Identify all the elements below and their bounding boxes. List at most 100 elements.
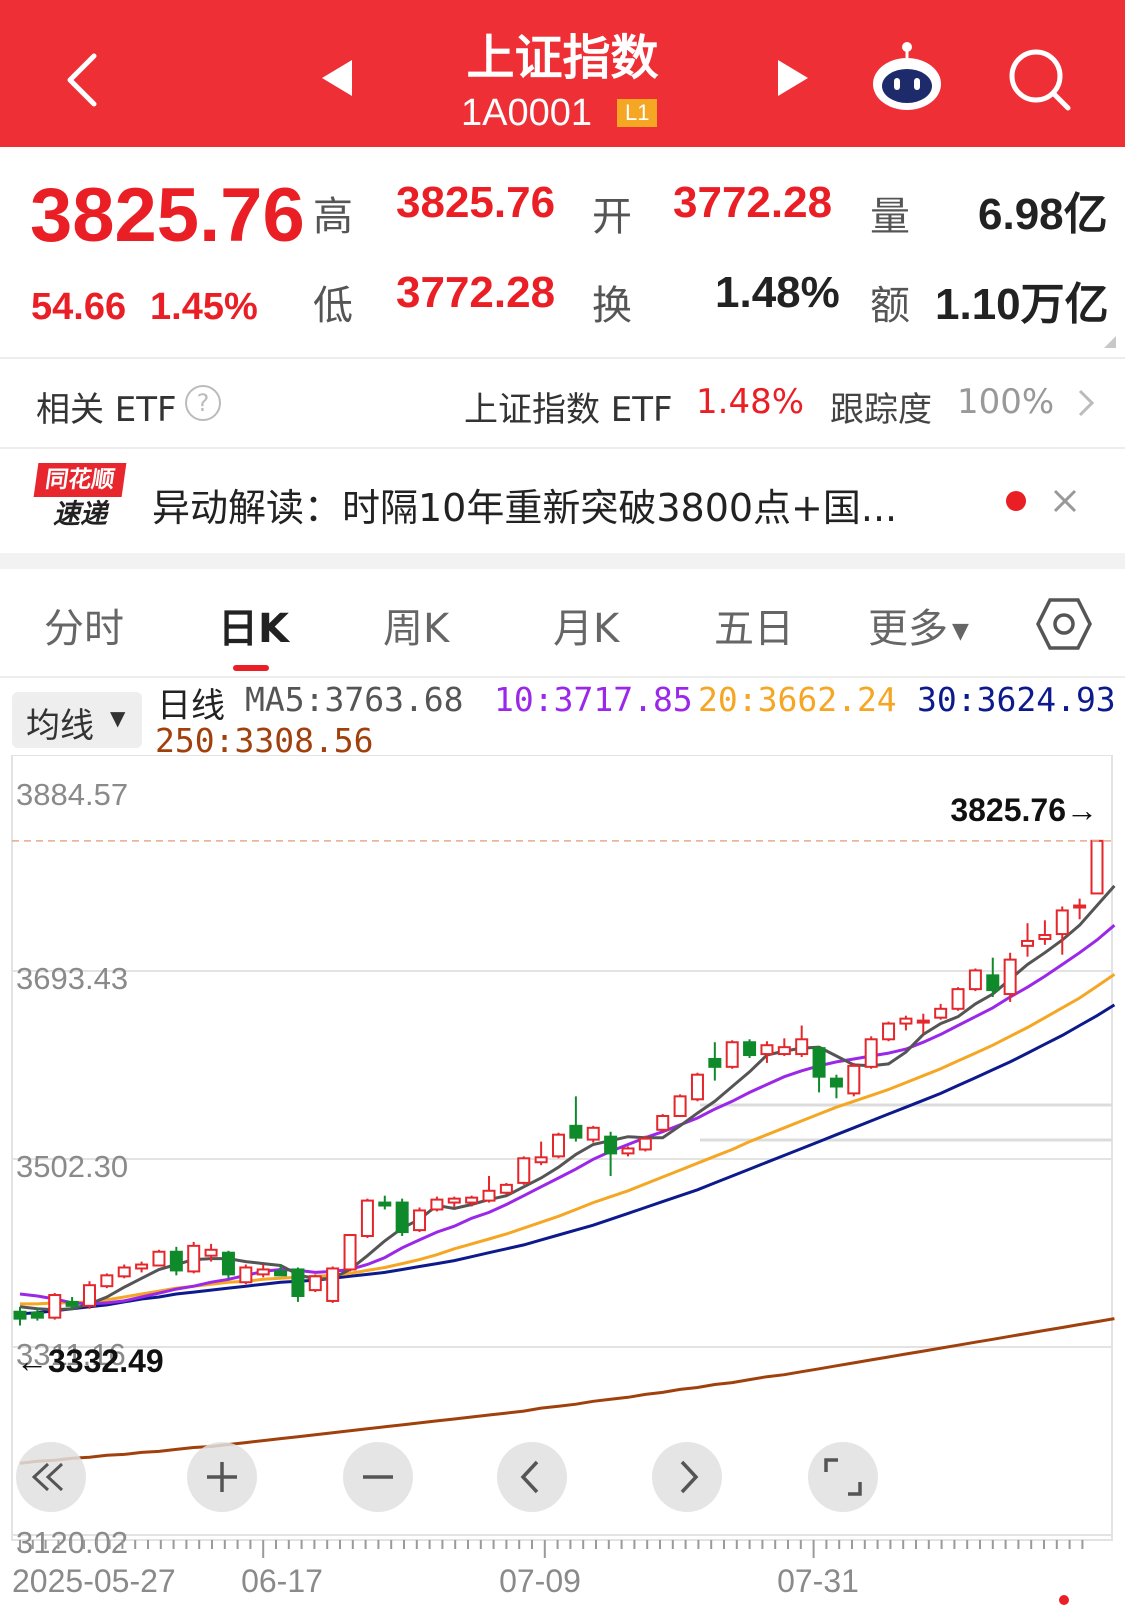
etf-label: 相关 ETF [36, 390, 177, 430]
candle-body [621, 1147, 635, 1155]
ma-row-title: 日线 [157, 686, 225, 726]
current-price: 3825.76 [30, 173, 305, 258]
etf-change-pct: 1.48% [696, 382, 805, 422]
search-icon[interactable] [1004, 44, 1076, 116]
candle-body [673, 1095, 687, 1118]
candle-body [65, 1300, 79, 1307]
robot-assistant-icon[interactable] [868, 40, 946, 116]
candle-body [708, 1057, 722, 1068]
candle-body [169, 1250, 183, 1272]
chart-frame [11, 755, 1113, 1541]
news-logo: 同花顺 速递 [33, 463, 127, 533]
ma-selector-label: 均线 [26, 706, 94, 746]
candle-body [777, 1046, 791, 1056]
last-price-label: 3825.76→ [950, 792, 1098, 828]
candle-body [395, 1201, 409, 1234]
ma10-line [19, 924, 1116, 1306]
candle-body [517, 1157, 531, 1184]
help-icon[interactable]: ? [185, 385, 221, 421]
x-tick-label: 07-09 [499, 1563, 581, 1599]
tab-weekly-k[interactable]: 周K [383, 606, 450, 652]
high-value: 3825.76 [396, 178, 556, 227]
zoom-out-button[interactable] [343, 1442, 413, 1512]
candle-body [152, 1250, 166, 1267]
candle-body [725, 1041, 739, 1068]
tab-monthly-k[interactable]: 月K [553, 606, 620, 652]
candle-body [760, 1044, 774, 1056]
divider [0, 676, 1125, 678]
scroll-right-button[interactable] [652, 1442, 722, 1512]
candle-body [378, 1201, 392, 1207]
amount-label: 额 [870, 283, 910, 329]
candle-body [30, 1311, 44, 1319]
ma-selector[interactable]: 均线 ▼ [12, 692, 142, 748]
candle-body [499, 1183, 513, 1194]
candle-body [534, 1156, 548, 1164]
scroll-left-button[interactable] [497, 1442, 567, 1512]
candle-body [117, 1266, 131, 1278]
ma250-line [19, 1317, 1115, 1465]
ma250-value: 250:3308.56 [155, 721, 374, 760]
news-headline[interactable]: 异动解读：时隔10年重新突破3800点+国... [152, 486, 898, 530]
candle-body [465, 1196, 479, 1204]
candle-body [552, 1133, 565, 1158]
x-tick-label: 06-17 [241, 1563, 323, 1599]
candle-body [656, 1115, 670, 1131]
candle-body [829, 1077, 843, 1088]
candle-body [951, 988, 965, 1010]
candle-body [1003, 958, 1017, 996]
low-marker-label: ←3332.49 [16, 1343, 164, 1379]
chevron-right-icon[interactable] [1070, 385, 1100, 421]
y-tick-label: 3693.43 [16, 961, 128, 996]
candle-body [986, 974, 1000, 992]
ma30-line [19, 1003, 1116, 1316]
x-tick-label: 07-31 [777, 1563, 859, 1599]
next-stock-icon[interactable] [772, 58, 812, 98]
candle-body [899, 1017, 913, 1025]
candlestick-chart[interactable]: 3884.573693.433502.303311.163120.023825.… [0, 755, 1125, 1608]
rewind-button[interactable] [16, 1442, 86, 1512]
price-change: 54.66 [31, 286, 127, 328]
fullscreen-button[interactable] [808, 1442, 878, 1512]
high-label: 高 [313, 194, 353, 240]
candle-body [1073, 904, 1087, 909]
close-icon[interactable] [1050, 486, 1080, 516]
prev-stock-icon[interactable] [318, 58, 358, 98]
candle-body [187, 1244, 201, 1273]
tab-more[interactable]: 更多 ▼ [868, 596, 969, 654]
y-tick-label: 3311.16 [16, 1337, 126, 1372]
candle-body [413, 1209, 427, 1232]
turnover-value: 1.48% [715, 268, 840, 317]
zoom-in-button[interactable] [187, 1442, 257, 1512]
etf-name: 上证指数 ETF [464, 390, 673, 430]
settings-hexagon-icon[interactable] [1036, 596, 1092, 652]
tab-intraday[interactable]: 分时 [44, 606, 124, 652]
ma10-value: 10:3717.85 [494, 680, 693, 719]
ma5-value: MA5:3763.68 [245, 680, 464, 719]
back-arrow-icon[interactable] [52, 44, 122, 114]
open-label: 开 [592, 194, 632, 240]
tab-five-day[interactable]: 五日 [714, 606, 794, 652]
candle-body [135, 1263, 149, 1270]
tracking-value: 100% [957, 382, 1055, 422]
divider [0, 357, 1125, 359]
candle-body [274, 1270, 288, 1277]
candle-body [1090, 839, 1104, 895]
candle-body [1055, 909, 1069, 936]
ma20-value: 20:3662.24 [698, 680, 897, 719]
scroll-position-dot [1059, 1595, 1069, 1605]
expand-corner-icon[interactable] [1104, 336, 1116, 348]
volume-value: 6.98亿 [978, 190, 1108, 239]
tab-daily-k[interactable]: 日K [218, 606, 289, 652]
candle-body [916, 1019, 930, 1024]
candle-body [604, 1135, 618, 1155]
y-tick-label: 3884.57 [16, 777, 128, 812]
amount-value: 1.10万亿 [935, 280, 1109, 329]
candle-body [795, 1038, 809, 1056]
logo-bottom-text: 速递 [53, 499, 107, 530]
top-bar: 上证指数 1A0001 L1 [0, 0, 1125, 147]
level-badge: L1 [617, 99, 658, 127]
stock-code: 1A0001 [461, 92, 593, 134]
candle-body [882, 1022, 896, 1041]
caret-down-icon: ▼ [952, 618, 969, 644]
